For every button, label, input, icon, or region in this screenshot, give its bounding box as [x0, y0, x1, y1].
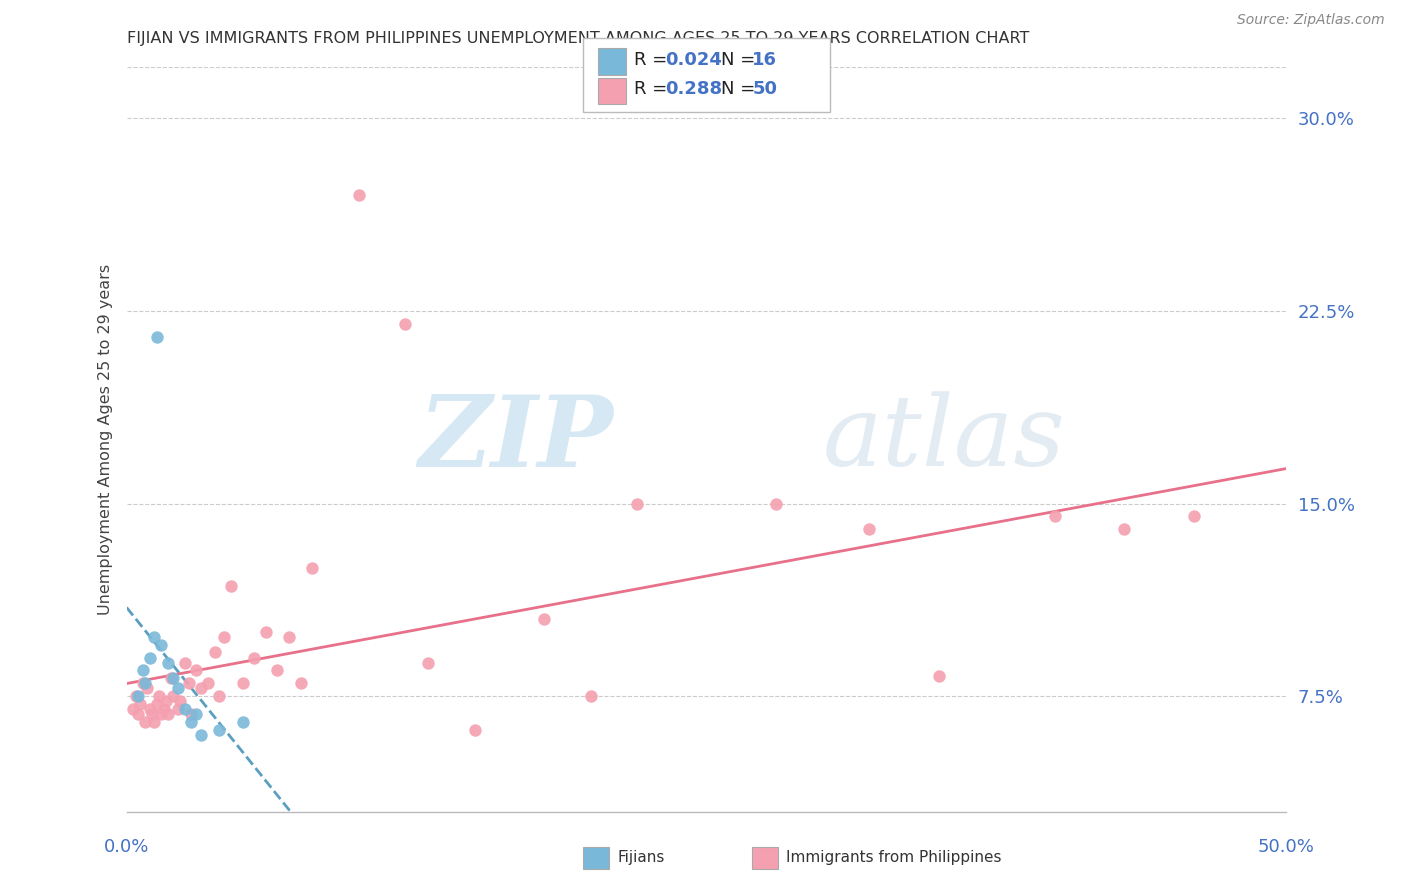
Point	[928, 668, 950, 682]
Text: Fijians: Fijians	[617, 850, 665, 864]
Point	[166, 702, 188, 716]
Point	[858, 522, 880, 536]
Text: Immigrants from Philippines: Immigrants from Philippines	[786, 850, 1001, 864]
Point	[290, 676, 312, 690]
Point	[141, 707, 163, 722]
Text: Source: ZipAtlas.com: Source: ZipAtlas.com	[1237, 13, 1385, 28]
Point	[143, 630, 166, 644]
Point	[190, 728, 212, 742]
Point	[179, 676, 201, 690]
Text: R =: R =	[634, 80, 673, 98]
Point	[132, 664, 155, 678]
Point	[180, 714, 202, 729]
Point	[579, 689, 602, 703]
Point	[159, 671, 181, 685]
Point	[136, 681, 159, 696]
Text: 50.0%: 50.0%	[1258, 838, 1315, 855]
Point	[145, 697, 167, 711]
Point	[254, 624, 277, 639]
Point	[145, 329, 167, 343]
Point	[148, 689, 170, 703]
Point	[278, 630, 301, 644]
Point	[208, 689, 231, 703]
Point	[186, 664, 208, 678]
Point	[266, 664, 288, 678]
Point	[138, 650, 162, 665]
Point	[1043, 509, 1066, 524]
Point	[169, 694, 191, 708]
Point	[152, 702, 174, 716]
Text: N =: N =	[721, 80, 761, 98]
Point	[1114, 522, 1136, 536]
Point	[134, 714, 156, 729]
Point	[208, 723, 231, 737]
Text: FIJIAN VS IMMIGRANTS FROM PHILIPPINES UNEMPLOYMENT AMONG AGES 25 TO 29 YEARS COR: FIJIAN VS IMMIGRANTS FROM PHILIPPINES UN…	[127, 31, 1029, 46]
Point	[186, 707, 208, 722]
Point	[166, 681, 188, 696]
Point	[394, 317, 416, 331]
Text: 16: 16	[752, 51, 778, 69]
Point	[129, 697, 152, 711]
Text: R =: R =	[634, 51, 673, 69]
Point	[243, 650, 266, 665]
Text: 0.024: 0.024	[665, 51, 721, 69]
Point	[157, 707, 180, 722]
Point	[173, 656, 195, 670]
Point	[626, 496, 648, 510]
Point	[150, 707, 173, 722]
Point	[765, 496, 787, 510]
Point	[1182, 509, 1205, 524]
Point	[173, 702, 195, 716]
Point	[197, 676, 219, 690]
Point	[150, 638, 173, 652]
Point	[157, 656, 180, 670]
Point	[180, 707, 202, 722]
Text: ZIP: ZIP	[419, 391, 613, 488]
Point	[162, 671, 184, 685]
Point	[212, 630, 235, 644]
Point	[122, 702, 145, 716]
Point	[347, 188, 370, 202]
Point	[132, 676, 155, 690]
Point	[138, 702, 162, 716]
Text: 0.0%: 0.0%	[104, 838, 149, 855]
Text: atlas: atlas	[823, 392, 1066, 487]
Point	[134, 676, 156, 690]
Point	[464, 723, 486, 737]
Point	[125, 689, 148, 703]
Point	[190, 681, 212, 696]
Point	[127, 689, 149, 703]
Text: 0.288: 0.288	[665, 80, 723, 98]
Point	[418, 656, 440, 670]
Point	[219, 579, 242, 593]
Point	[231, 676, 254, 690]
Point	[162, 689, 184, 703]
Point	[533, 612, 555, 626]
Point	[204, 645, 226, 659]
Point	[127, 707, 149, 722]
Point	[231, 714, 254, 729]
Text: N =: N =	[721, 51, 761, 69]
Point	[301, 560, 323, 574]
Text: 50: 50	[752, 80, 778, 98]
Point	[143, 714, 166, 729]
Point	[155, 694, 177, 708]
Y-axis label: Unemployment Among Ages 25 to 29 years: Unemployment Among Ages 25 to 29 years	[97, 264, 112, 615]
